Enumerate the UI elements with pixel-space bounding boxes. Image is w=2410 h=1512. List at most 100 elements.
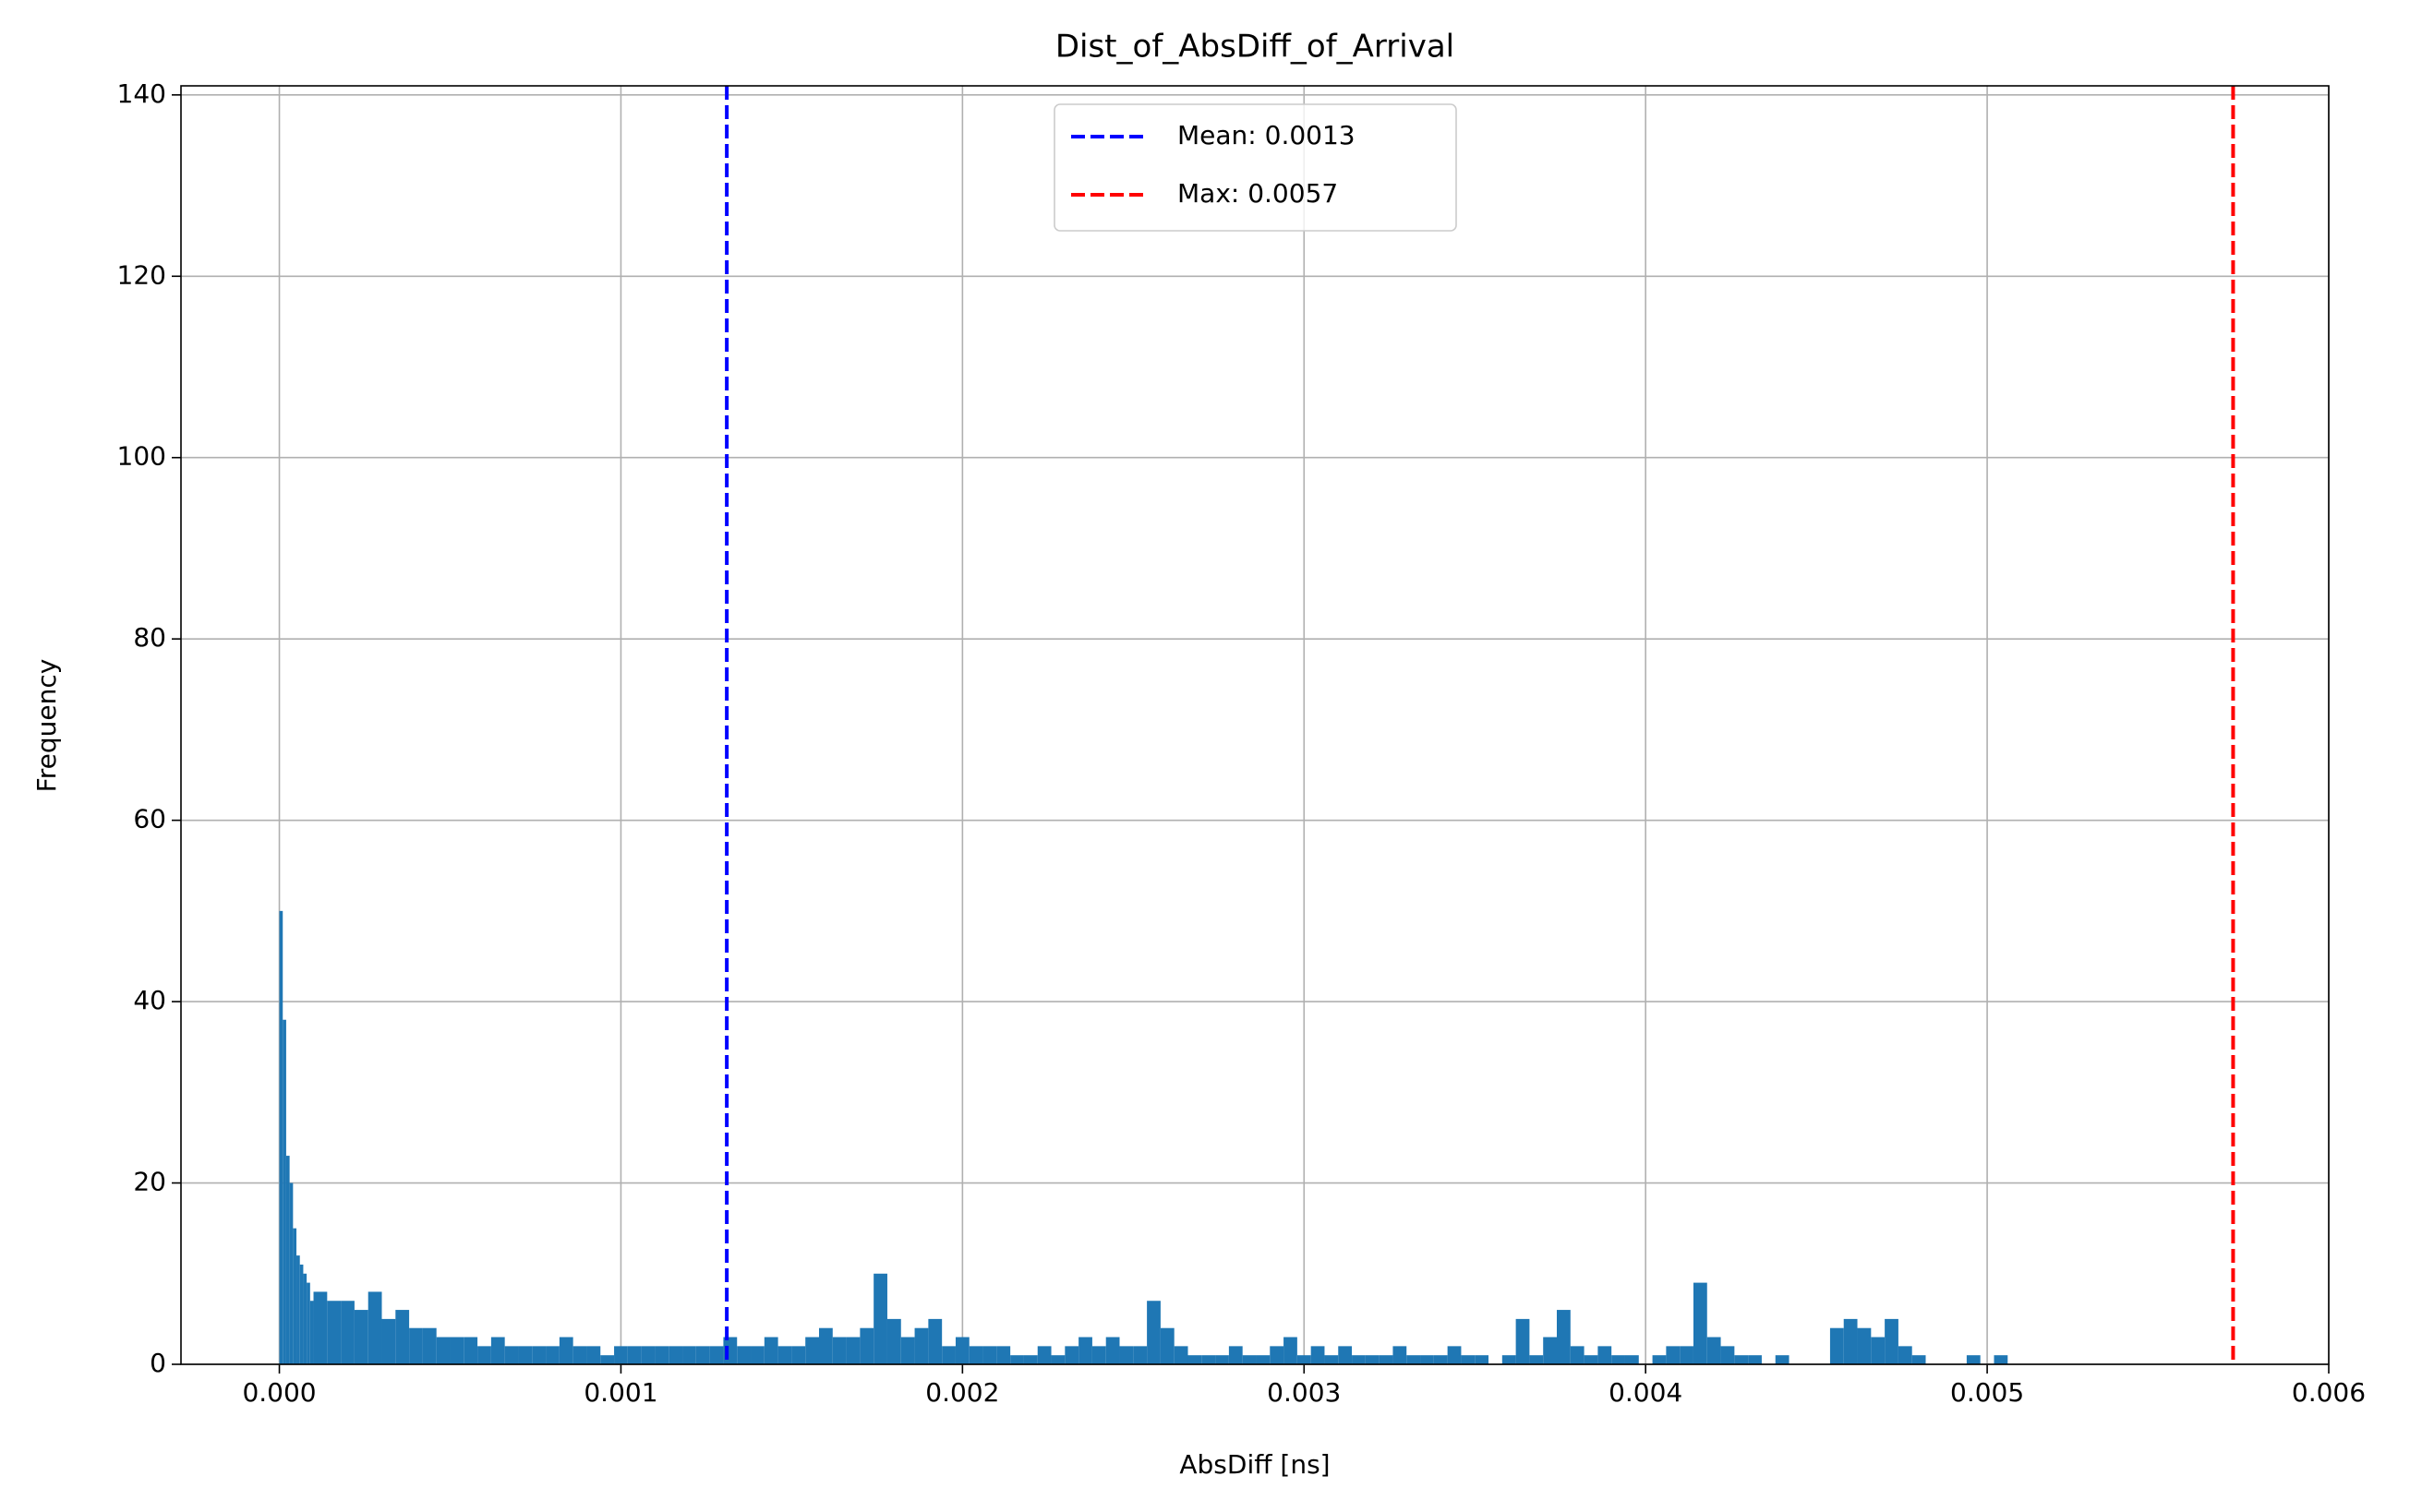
bar: [969, 1346, 983, 1364]
bar: [1242, 1355, 1257, 1364]
bar: [341, 1301, 355, 1364]
bar: [450, 1337, 464, 1364]
y-tick-label: 140: [117, 78, 166, 109]
bar: [1693, 1282, 1707, 1364]
bar: [368, 1291, 382, 1364]
bar: [627, 1346, 642, 1364]
bar: [296, 1255, 300, 1364]
bar: [1105, 1337, 1120, 1364]
y-tick-label: 60: [133, 804, 166, 834]
legend-label: Mean: 0.0013: [1177, 120, 1356, 150]
bar: [614, 1346, 628, 1364]
bar: [1228, 1346, 1243, 1364]
bar: [1652, 1355, 1667, 1364]
bar: [1147, 1301, 1161, 1364]
bar: [422, 1327, 437, 1364]
bar: [559, 1337, 573, 1364]
bar: [1283, 1337, 1297, 1364]
bar: [1051, 1355, 1066, 1364]
bar: [1174, 1346, 1188, 1364]
bar: [874, 1273, 887, 1364]
x-tick-label: 0.003: [1267, 1377, 1341, 1408]
bar: [1706, 1337, 1721, 1364]
bar: [1352, 1355, 1366, 1364]
bar: [1406, 1355, 1421, 1364]
bar: [1215, 1355, 1229, 1364]
bar: [1734, 1355, 1749, 1364]
x-tick-label: 0.002: [925, 1377, 999, 1408]
bar: [1091, 1346, 1106, 1364]
bar: [928, 1318, 943, 1364]
bar: [381, 1318, 396, 1364]
bar: [764, 1337, 778, 1364]
x-tick-label: 0.005: [1950, 1377, 2024, 1408]
bar: [1379, 1355, 1393, 1364]
chart-title: Dist_of_AbsDiff_of_Arrival: [1055, 29, 1454, 66]
legend-box: [1054, 103, 1457, 232]
bar: [942, 1346, 956, 1364]
bar: [818, 1327, 833, 1364]
bar: [1570, 1346, 1585, 1364]
bar: [1037, 1346, 1052, 1364]
bar: [1557, 1310, 1571, 1364]
bar: [1624, 1355, 1639, 1364]
bar: [900, 1337, 915, 1364]
bar: [1461, 1355, 1476, 1364]
bar: [669, 1346, 683, 1364]
bar: [504, 1346, 519, 1364]
bar: [777, 1346, 792, 1364]
y-tick-label: 40: [133, 985, 166, 1015]
bar: [955, 1337, 970, 1364]
bar: [832, 1337, 847, 1364]
bar: [313, 1291, 328, 1364]
bar: [532, 1346, 547, 1364]
bar: [1543, 1337, 1558, 1364]
bar: [1966, 1355, 1981, 1364]
bar: [327, 1301, 342, 1364]
bar: [1475, 1355, 1489, 1364]
x-tick-label: 0.006: [2292, 1377, 2366, 1408]
bar: [1270, 1346, 1284, 1364]
bar: [1843, 1318, 1858, 1364]
bar: [1775, 1355, 1789, 1364]
bar: [309, 1301, 314, 1364]
bar: [709, 1346, 724, 1364]
bar: [791, 1346, 806, 1364]
bar: [279, 910, 283, 1364]
bar: [546, 1346, 560, 1364]
bar: [1680, 1346, 1693, 1364]
bar: [1119, 1346, 1134, 1364]
legend-label: Max: 0.0057: [1177, 178, 1338, 209]
bar: [283, 1019, 286, 1364]
y-tick-label: 120: [117, 259, 166, 290]
bar: [1994, 1355, 2008, 1364]
bar: [1597, 1346, 1612, 1364]
bar: [846, 1337, 861, 1364]
bar: [1296, 1355, 1311, 1364]
bar: [572, 1346, 587, 1364]
bar: [293, 1228, 297, 1364]
y-tick-label: 0: [150, 1348, 166, 1378]
bar: [354, 1310, 368, 1364]
bar: [436, 1337, 451, 1364]
bar: [751, 1346, 765, 1364]
bar: [477, 1346, 491, 1364]
bar: [982, 1346, 997, 1364]
legend: Mean: 0.0013 Max: 0.0057: [1054, 103, 1457, 232]
bar: [600, 1355, 615, 1364]
bar: [1160, 1327, 1175, 1364]
x-tick-label: 0.000: [242, 1377, 316, 1408]
bar: [737, 1346, 752, 1364]
x-axis-label: AbsDiff [ns]: [1179, 1449, 1330, 1480]
bar: [1310, 1346, 1325, 1364]
bar: [1420, 1355, 1434, 1364]
bar: [307, 1282, 310, 1364]
bar: [641, 1346, 656, 1364]
bar: [996, 1346, 1011, 1364]
bar: [805, 1337, 819, 1364]
bar: [914, 1327, 929, 1364]
bar: [1338, 1346, 1353, 1364]
bar: [695, 1346, 710, 1364]
bar: [285, 1156, 290, 1364]
